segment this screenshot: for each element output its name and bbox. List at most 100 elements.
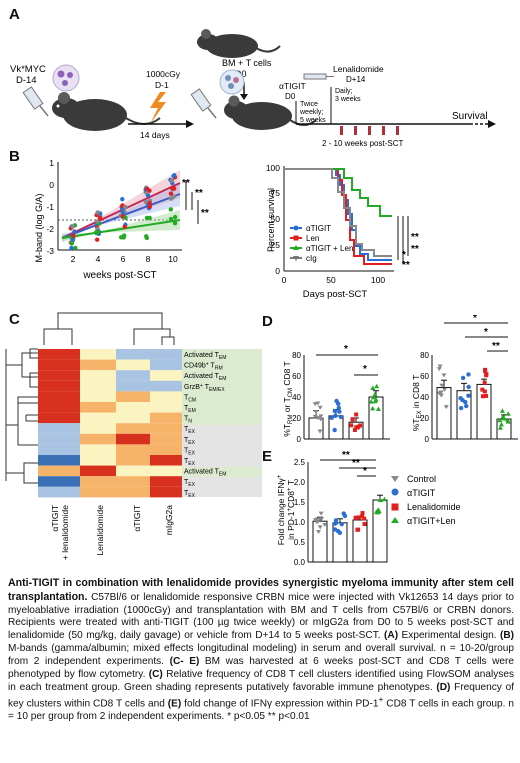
heatmap-row-label: GrzB+ TEM/EX xyxy=(184,383,225,393)
caption-text: BM was harvested at 6 weeks post-SCT and… xyxy=(8,655,515,680)
e-bars xyxy=(312,494,388,563)
mband-point xyxy=(121,233,127,238)
legend-marker-len xyxy=(391,503,399,511)
cell-cluster-icon xyxy=(52,64,80,92)
e-sig: * xyxy=(363,466,367,477)
heatmap-cell xyxy=(116,433,150,445)
heatmap-row-label: CD49b+ TRM xyxy=(184,362,223,372)
heatmap-cell xyxy=(150,465,182,477)
combo-fit-line xyxy=(61,219,181,239)
mband-xlabel: weeks post-SCT xyxy=(82,270,156,281)
caption-text: fold change of IFNγ expression within PD… xyxy=(181,698,379,710)
e-ylabel-2: in PD-1+CD8+ T xyxy=(286,480,296,540)
mband-point xyxy=(70,237,76,243)
favorable-shading xyxy=(182,467,262,477)
mband-point xyxy=(168,216,174,222)
caption-tag: (C- E) xyxy=(169,655,200,667)
heatmap-cell xyxy=(38,370,80,381)
survival-legend-control: cIg xyxy=(306,254,317,263)
heatmap-cell xyxy=(116,370,150,381)
mband-point xyxy=(120,210,125,215)
caption-text: Frequency of key clusters within CD8 T c… xyxy=(8,681,515,710)
caption-text: CD8 T cells in each group. n = 10 per gr… xyxy=(8,698,514,723)
heatmap-cell xyxy=(80,349,116,360)
heatmap-cell xyxy=(150,486,182,498)
e-ylabel-1: Fold change IFNγ+ xyxy=(276,474,286,545)
column-dendrogram xyxy=(43,312,175,345)
donor-mouse-icon xyxy=(197,29,281,58)
survival-label: Survival xyxy=(452,111,488,122)
bar xyxy=(436,387,452,440)
legend-label-combo: αTIGIT+Len xyxy=(407,516,455,526)
heatmap-cell xyxy=(116,359,150,371)
caption-text: Relative frequency of CD8 T cell cluster… xyxy=(8,668,515,693)
mband-point xyxy=(169,178,175,183)
heatmap-col-label: Lenalidomide xyxy=(95,505,105,556)
caption-tag: (E) xyxy=(167,698,182,710)
heatmap-row-label: TEM xyxy=(184,405,196,414)
heatmap-cell xyxy=(116,444,150,455)
heatmap-row-label: TEX xyxy=(184,447,196,456)
heatmap-cell xyxy=(80,391,116,402)
heatmap-cell xyxy=(150,444,182,455)
heatmap-col-label: mIgG2a xyxy=(164,505,174,536)
heatmap-cell xyxy=(38,476,80,487)
heatmap-row-label: TEX xyxy=(184,426,196,435)
caption-text: M-bands (gamma/albumin; mixed effects lo… xyxy=(8,643,514,667)
heatmap-cell xyxy=(116,486,150,498)
survival-ytick: 0 xyxy=(275,266,280,276)
irradiation-dose: 1000cGy xyxy=(146,69,181,79)
heatmap-cell xyxy=(80,433,116,445)
heatmap-cell xyxy=(116,455,150,466)
mband-xtick: 10 xyxy=(168,254,178,264)
irradiation-day: D-1 xyxy=(155,80,169,90)
survival-xtick: 0 xyxy=(282,275,287,285)
mband-point xyxy=(147,200,152,206)
mband-ytick: 1 xyxy=(49,158,54,168)
mband-ytick: -1 xyxy=(46,202,54,212)
heatmap-cell xyxy=(150,476,182,487)
heatmap-cell xyxy=(80,444,116,455)
caption-body: C57Bl/6 or lenalidomide responsive CRBN … xyxy=(8,591,514,642)
heatmap-cell xyxy=(38,455,80,466)
heatmap-col-label: + lenalidomide xyxy=(60,505,70,560)
heatmap-cell xyxy=(38,349,80,360)
d-right-bars xyxy=(436,364,512,440)
survival-sig: ** xyxy=(402,260,410,271)
mband-point xyxy=(172,214,178,220)
mouse1-label: Vk*MYC xyxy=(10,64,46,75)
figure-caption: Anti-TIGIT in combination with lenalidom… xyxy=(8,577,514,724)
survival-sig: ** xyxy=(411,232,419,243)
mband-point xyxy=(144,234,149,239)
heatmap-row-label: TN xyxy=(184,416,192,425)
bar xyxy=(372,499,388,563)
heatmap-cells xyxy=(38,349,182,498)
mband-data-points xyxy=(68,173,178,251)
mband-point xyxy=(73,245,78,251)
panel-d-bar-plots: %TRM or TCM CD8 T 80 60 40 20 0 * * %TEX… xyxy=(282,315,518,444)
d-right-sig: * xyxy=(473,315,477,324)
survival-curve-combo xyxy=(284,168,392,217)
heatmap-cell xyxy=(80,486,116,498)
d-right-ytick: 0 xyxy=(425,435,430,444)
survival-xtick: 50 xyxy=(326,275,336,285)
interval-label: 14 days xyxy=(140,130,170,140)
exhausted-shading xyxy=(182,477,262,497)
panel-b-survival-plot: Percent survival 100 75 50 25 0 0 50 100… xyxy=(266,163,419,300)
mband-point xyxy=(122,224,128,230)
mband-point xyxy=(72,229,77,234)
mband-sig: ** xyxy=(182,178,190,189)
mband-point xyxy=(171,173,176,179)
mband-ytick: -2 xyxy=(46,224,54,234)
heatmap-cell xyxy=(116,476,150,487)
d-right-ytick: 80 xyxy=(420,351,429,360)
mband-ytick: 0 xyxy=(49,180,54,190)
mband-point xyxy=(171,194,176,199)
heatmap-cell xyxy=(80,380,116,392)
mband-point xyxy=(94,237,100,242)
len-day: D+14 xyxy=(346,75,366,84)
panel-b-mband-plot: M-band (log G/A) 1 0 -1 -2 -3 2 4 6 8 10… xyxy=(34,158,209,281)
d-right-ytick: 60 xyxy=(420,372,429,381)
